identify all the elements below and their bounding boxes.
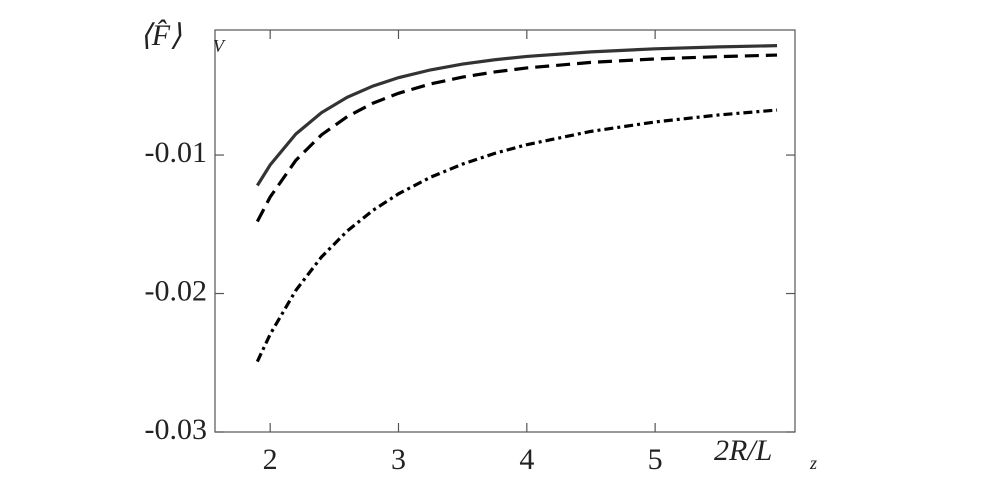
plot-frame — [214, 29, 796, 433]
series-line — [255, 44, 778, 187]
x-tick-label: 2 — [263, 443, 278, 476]
series-line — [255, 108, 778, 363]
x-axis-label: 2R/L — [714, 434, 772, 467]
y-axis-label-subscript: V — [213, 36, 226, 56]
y-tick-label: -0.02 — [145, 274, 208, 307]
y-tick-label: -0.03 — [145, 413, 208, 446]
x-tick-label: 3 — [391, 443, 406, 476]
series-line — [255, 53, 778, 223]
y-axis-label: ⟨F̂⟩ — [140, 19, 182, 52]
y-tick-label: -0.01 — [145, 136, 208, 169]
x-tick-label: 4 — [519, 443, 534, 476]
x-axis-label-subscript: z — [809, 453, 817, 473]
x-tick-label: 5 — [648, 443, 663, 476]
